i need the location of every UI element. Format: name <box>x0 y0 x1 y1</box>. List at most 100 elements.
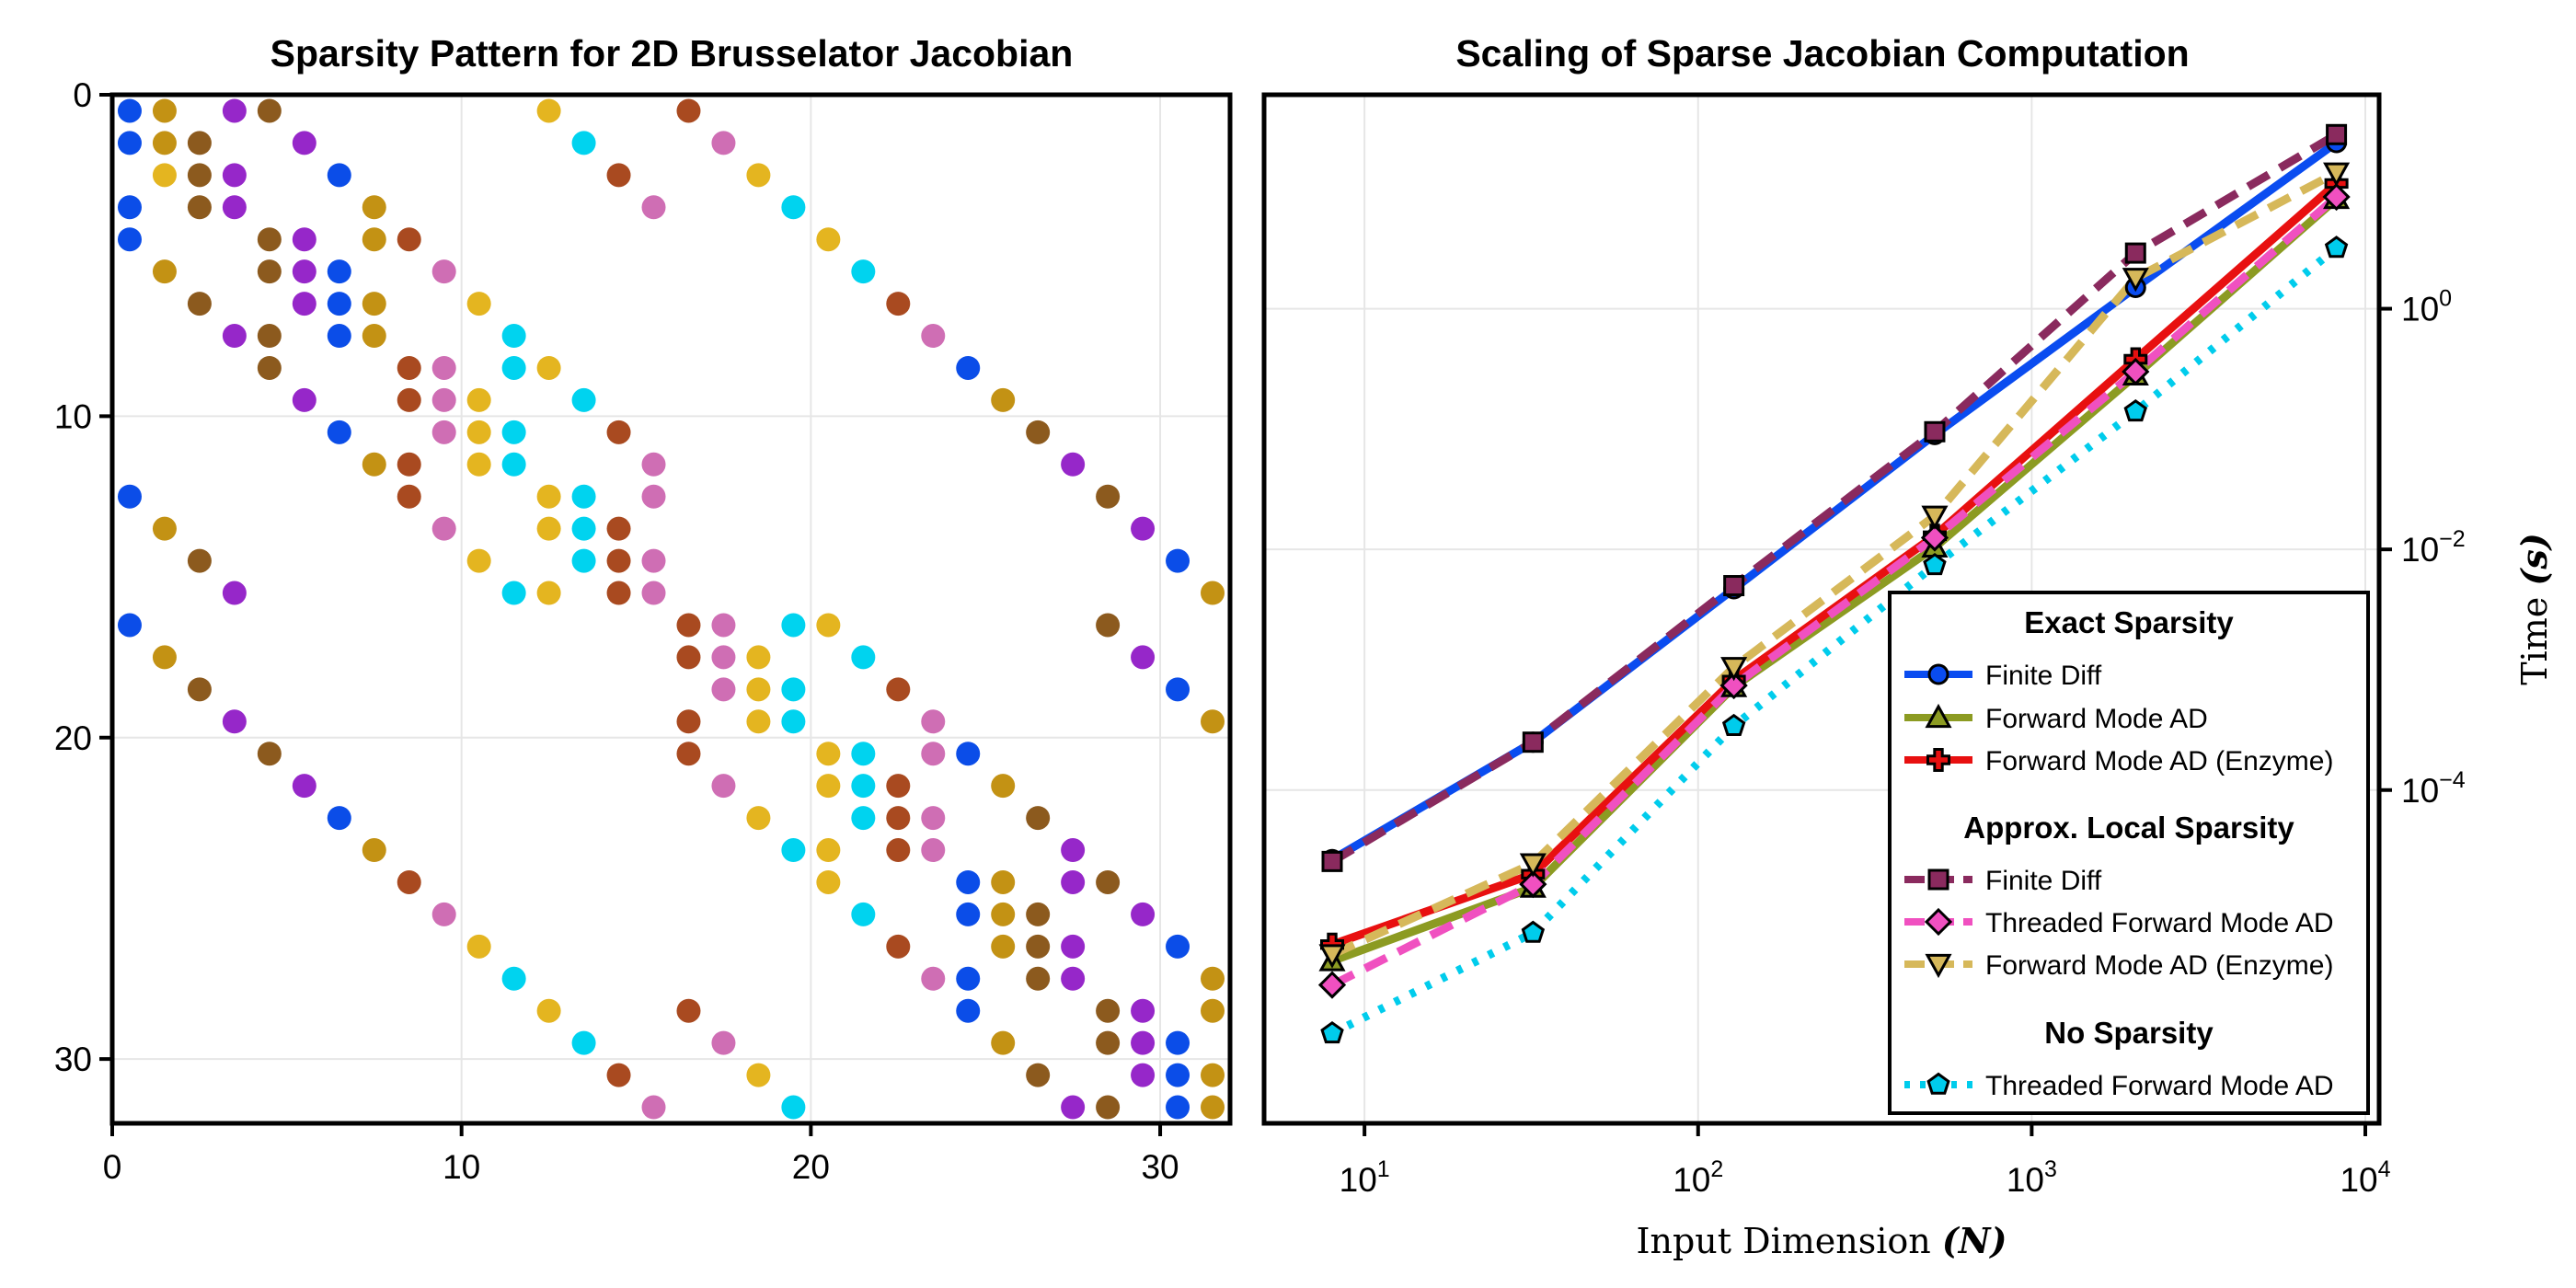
sparsity-nonzero-point <box>222 709 247 734</box>
legend-entry-label: Forward Mode AD (Enzyme) <box>1985 746 2333 776</box>
sparsity-nonzero-point <box>746 645 771 670</box>
sparsity-nonzero-point <box>187 195 212 220</box>
series-marker-5 <box>1519 853 1547 878</box>
sparsity-nonzero-point <box>501 355 526 380</box>
sparsity-nonzero-point <box>222 581 247 605</box>
sparsity-nonzero-point <box>501 452 526 477</box>
series-marker-5 <box>2323 162 2351 187</box>
sparsity-nonzero-point <box>431 355 456 380</box>
sparsity-nonzero-point <box>711 613 736 638</box>
sparsity-nonzero-point <box>1061 869 1086 894</box>
sparsity-nonzero-point <box>816 869 841 894</box>
sparsity-nonzero-point <box>781 677 806 702</box>
sparsity-nonzero-point <box>676 709 701 734</box>
sparsity-nonzero-point <box>956 902 981 926</box>
sparsity-nonzero-point <box>117 98 142 123</box>
sparsity-nonzero-point <box>571 548 596 573</box>
legend-entries: Finite Diff Forward Mode AD Forward Mode A… <box>1904 661 2334 1101</box>
sparsity-nonzero-point <box>1131 902 1156 926</box>
sparsity-nonzero-point <box>431 516 456 541</box>
scaling-x-tick-label: 103 <box>2007 1156 2057 1199</box>
sparsity-nonzero-point <box>1166 1030 1190 1055</box>
sparsity-nonzero-point <box>956 742 981 766</box>
sparsity-nonzero-point <box>1096 998 1121 1023</box>
scaling-y-tick-label: 10−4 <box>2401 767 2466 810</box>
sparsity-nonzero-point <box>606 581 631 605</box>
sparsity-nonzero-point <box>886 292 911 316</box>
sparsity-nonzero-point <box>1201 966 1225 991</box>
sparsity-nonzero-point <box>1166 1095 1190 1120</box>
legend-swatch-marker-3 <box>1927 868 1949 891</box>
sparsity-nonzero-point <box>292 131 316 155</box>
sparsity-nonzero-point <box>1096 869 1121 894</box>
sparsity-nonzero-point <box>187 548 212 573</box>
legend-entry-label: Finite Diff <box>1985 661 2102 691</box>
sparsity-nonzero-point <box>606 420 631 444</box>
series-line-3 <box>1329 131 2339 866</box>
sparsity-nonzero-point <box>1166 1063 1190 1087</box>
sparsity-nonzero-point <box>851 645 876 670</box>
sparsity-nonzero-point <box>571 516 596 541</box>
scaling-series-markers <box>1317 123 2351 1044</box>
sparsity-x-tick-label: 10 <box>443 1148 480 1186</box>
sparsity-nonzero-point <box>327 292 351 316</box>
legend-swatch-marker-0 <box>1927 663 1949 685</box>
sparsity-nonzero-point <box>1061 452 1086 477</box>
sparsity-nonzero-point <box>711 1030 736 1055</box>
scaling-y-axis-label: Time (s) <box>2513 533 2555 684</box>
sparsity-nonzero-point <box>222 163 247 188</box>
scaling-axes-frame <box>1261 92 2382 1126</box>
sparsity-nonzero-point <box>781 195 806 220</box>
sparsity-nonzero-point <box>257 227 282 252</box>
series-marker-4 <box>1920 523 1949 552</box>
sparsity-nonzero-point <box>327 420 351 444</box>
sparsity-nonzero-point <box>1131 516 1156 541</box>
sparsity-nonzero-point <box>1061 1095 1086 1120</box>
sparsity-nonzero-point <box>292 387 316 412</box>
sparsity-nonzero-point <box>536 98 561 123</box>
sparsity-nonzero-point <box>711 645 736 670</box>
sparsity-nonzero-point <box>1026 902 1051 926</box>
sparsity-nonzero-point <box>571 1030 596 1055</box>
sparsity-nonzero-point <box>641 484 666 509</box>
sparsity-nonzero-point <box>711 677 736 702</box>
sparsity-nonzero-point <box>746 806 771 831</box>
legend-entry-label: Threaded Forward Mode AD <box>1985 908 2334 938</box>
series-marker-3 <box>1924 420 1946 443</box>
sparsity-nonzero-point <box>956 869 981 894</box>
sparsity-nonzero-point <box>187 131 212 155</box>
sparsity-y-tick-label: 0 <box>73 76 92 114</box>
sparsity-grid <box>111 94 1230 1123</box>
scaling-y-tick-label: 10−2 <box>2401 526 2466 569</box>
sparsity-nonzero-point <box>466 452 491 477</box>
series-marker-5 <box>1318 944 1346 969</box>
sparsity-nonzero-point <box>676 998 701 1023</box>
sparsity-nonzero-point <box>327 163 351 188</box>
series-marker-5 <box>1921 505 1949 530</box>
legend-group-exact: Exact Sparsity <box>2024 605 2234 639</box>
sparsity-nonzero-point <box>536 355 561 380</box>
series-marker-6 <box>1320 1020 1344 1044</box>
sparsity-nonzero-point <box>152 131 177 155</box>
legend-group-none: No Sparsity <box>2044 1016 2214 1050</box>
sparsity-nonzero-point <box>257 324 282 349</box>
legend-box <box>1888 591 2370 1115</box>
sparsity-nonzero-point <box>956 355 981 380</box>
sparsity-nonzero-point <box>292 292 316 316</box>
series-marker-4 <box>2122 357 2150 386</box>
sparsity-nonzero-point <box>991 774 1016 799</box>
sparsity-nonzero-point <box>746 709 771 734</box>
sparsity-nonzero-point <box>397 869 421 894</box>
sparsity-nonzero-point <box>606 163 631 188</box>
sparsity-nonzero-point <box>1026 966 1051 991</box>
sparsity-nonzero-point <box>921 709 946 734</box>
sparsity-nonzero-point <box>1026 934 1051 959</box>
sparsity-nonzero-point <box>362 227 386 252</box>
sparsity-nonzero-point <box>1201 998 1225 1023</box>
sparsity-nonzero-point <box>1096 1095 1121 1120</box>
sparsity-points <box>117 98 1225 1120</box>
sparsity-nonzero-point <box>886 774 911 799</box>
sparsity-nonzero-point <box>466 548 491 573</box>
scaling-x-axis-label: Input Dimension (N) <box>1636 1220 2007 1261</box>
sparsity-nonzero-point <box>1026 1063 1051 1087</box>
